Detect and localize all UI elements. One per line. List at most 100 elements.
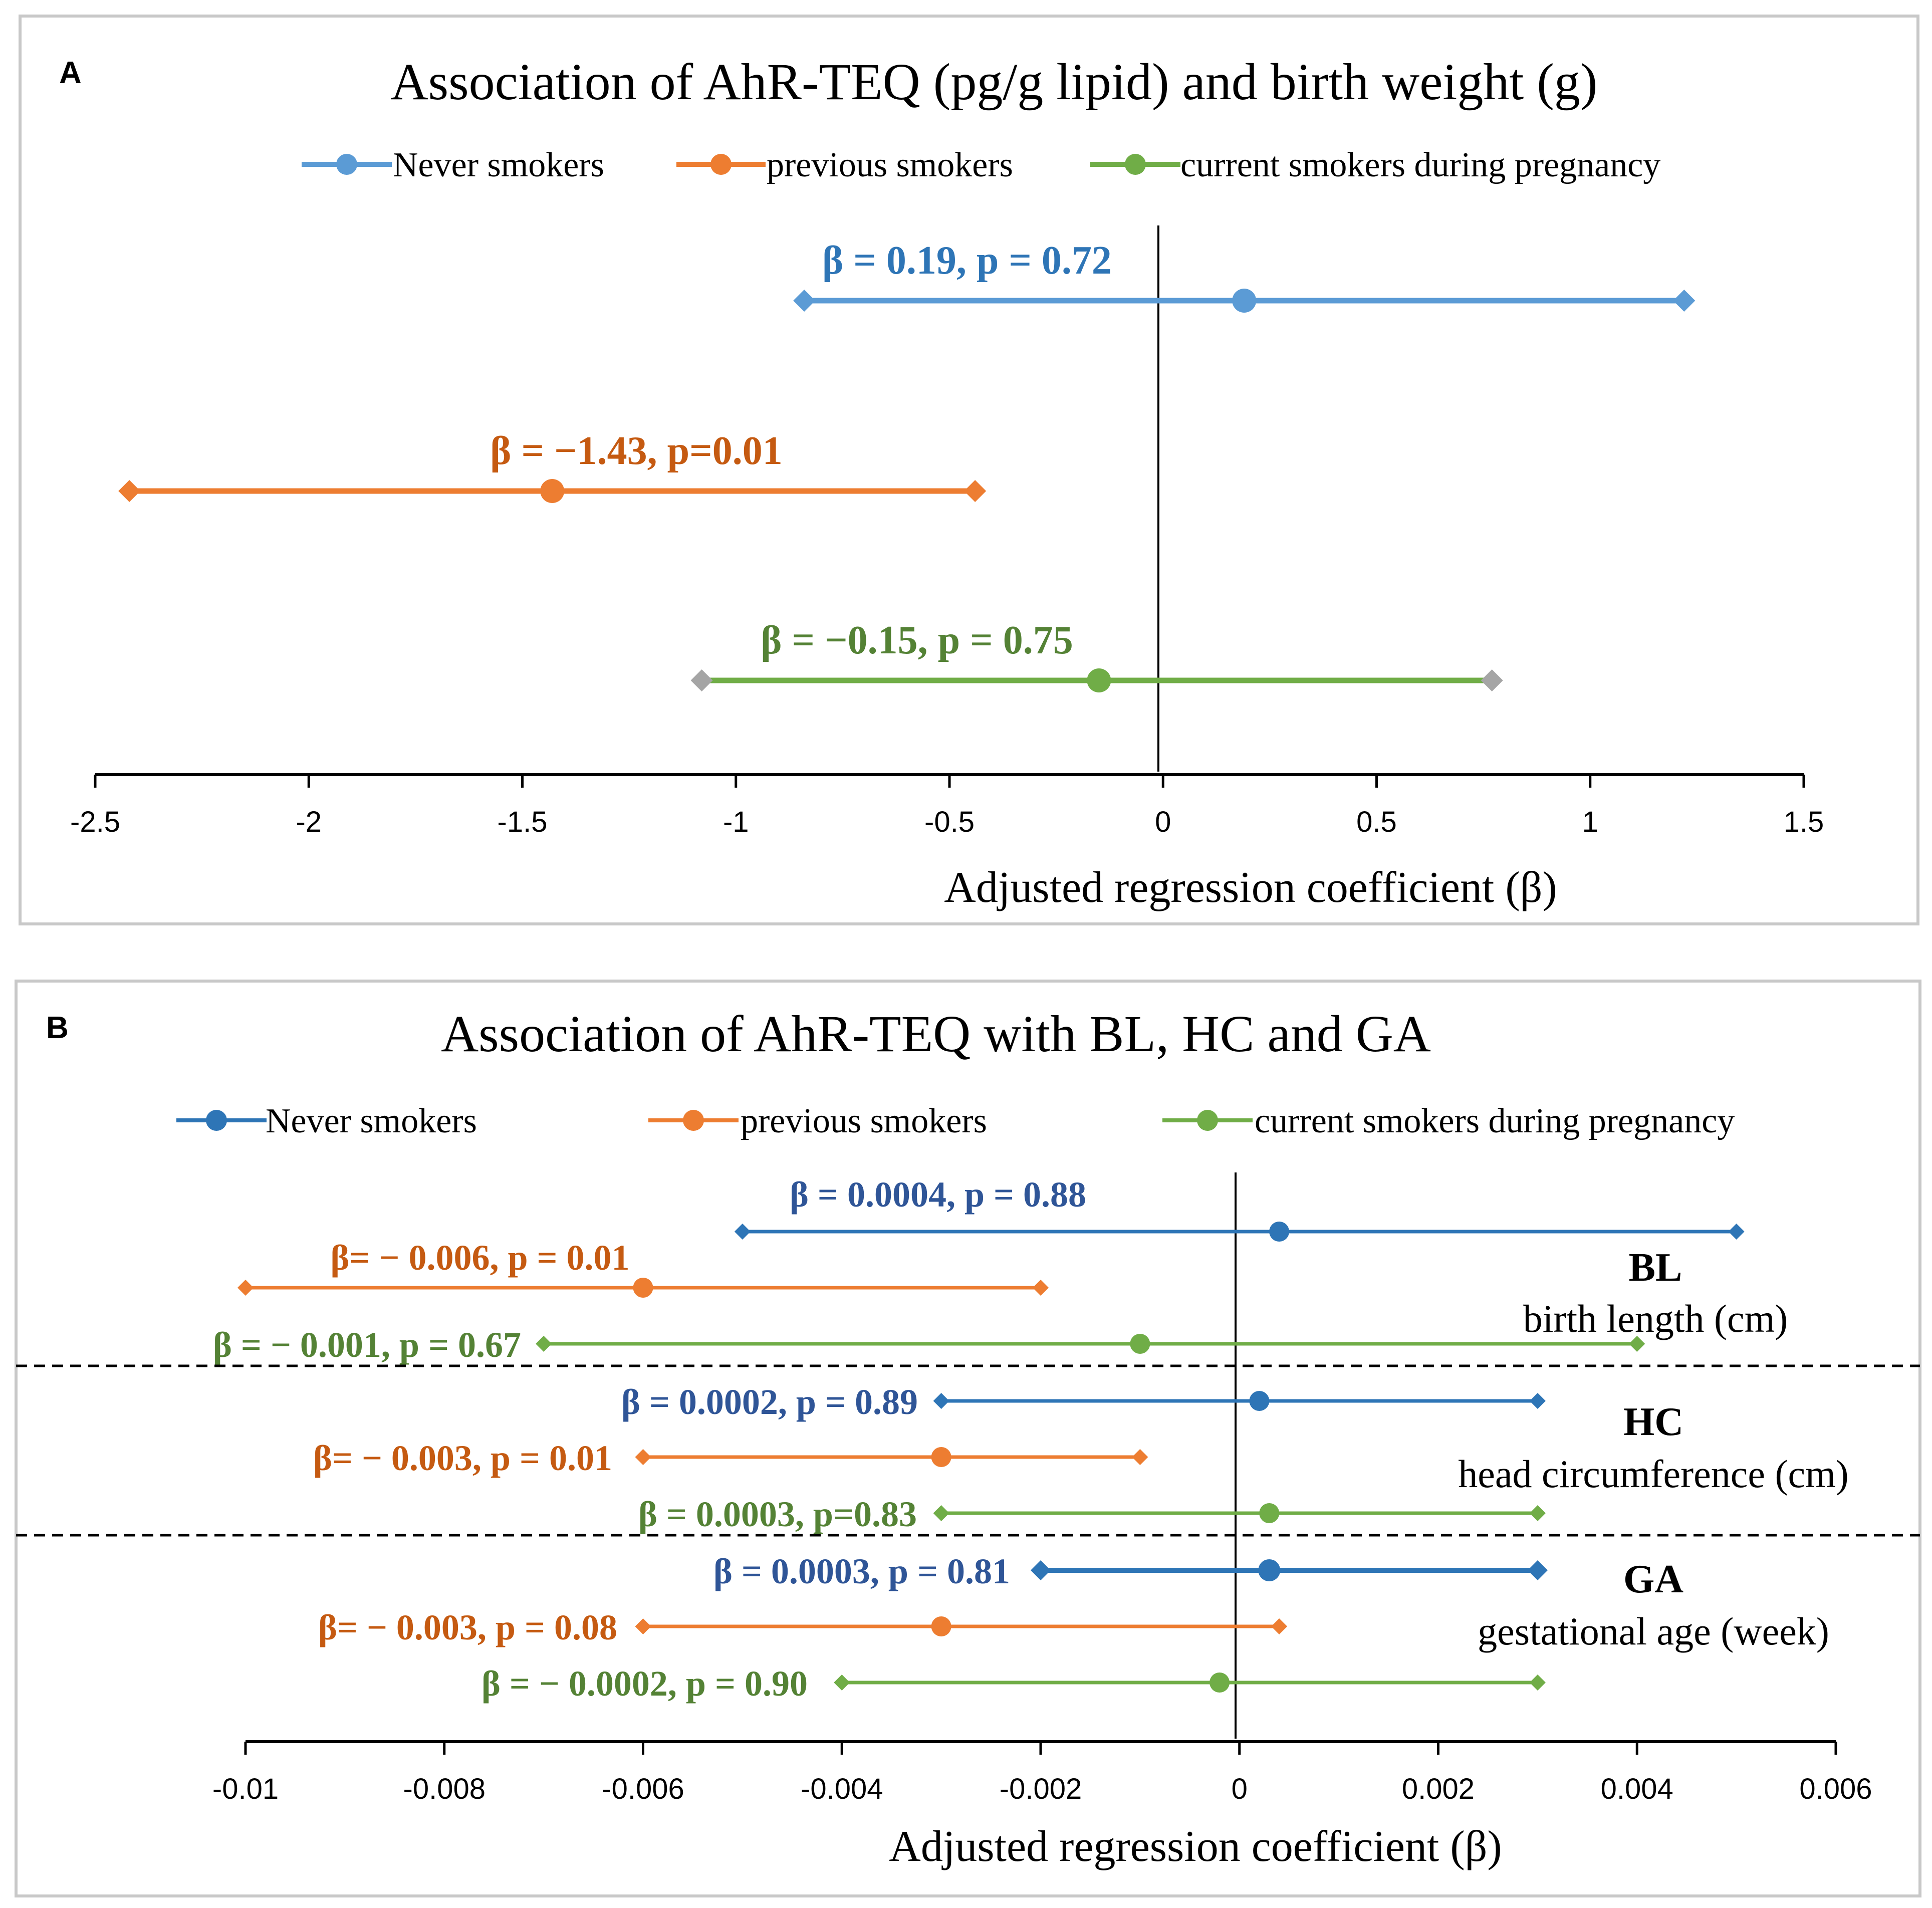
estimate-point (633, 1278, 653, 1298)
x-tick-label: 1.5 (1784, 806, 1824, 838)
forest-row-ga-0: β = 0.0003, p = 0.81 (713, 1551, 1548, 1591)
estimate-label: β = − 0.0002, p = 0.90 (481, 1663, 808, 1704)
x-tick-label: 0.006 (1799, 1773, 1872, 1805)
panel-b: B Association of AhR-TEQ with BL, HC and… (15, 980, 1921, 1897)
ci-lower-marker (237, 1280, 254, 1296)
ci-lower-marker (690, 669, 713, 691)
forest-row-hc-1: β= − 0.003, p = 0.01 (313, 1438, 1148, 1478)
ci-lower-marker (793, 290, 816, 312)
group-abbr-hc: HC (1623, 1400, 1683, 1444)
ci-lower-marker (933, 1505, 949, 1521)
panel-a-x-label: Adjusted regression coefficient (β) (944, 863, 1557, 912)
forest-row-bl-1: β= − 0.006, p = 0.01 (237, 1238, 1049, 1298)
panel-a-letter: A (59, 56, 82, 90)
forest-row-ga-2: β = − 0.0002, p = 0.90 (481, 1663, 1546, 1704)
ci-lower-marker (536, 1336, 552, 1352)
panel-a-ticks: -2.5 -2 -1.5 -1 -0.5 0 0.5 1 1.5 (70, 775, 1824, 838)
legend-marker-current (1125, 154, 1146, 175)
panel-b-letter: B (46, 1011, 69, 1045)
estimate-point (1249, 1391, 1270, 1411)
estimate-point (1258, 1559, 1281, 1581)
panel-b-frame (15, 980, 1921, 1897)
legend-label-current: current smokers during pregnancy (1255, 1102, 1735, 1140)
x-tick-label: -0.01 (212, 1773, 279, 1805)
estimate-label: β = 0.0004, p = 0.88 (790, 1174, 1086, 1215)
x-tick-label: -0.5 (924, 806, 975, 838)
panel-b-ticks: -0.01 -0.008 -0.006 -0.004 -0.002 0 0.002 0.004… (212, 1742, 1872, 1805)
estimate-point (931, 1447, 951, 1467)
ci-lower-marker (635, 1618, 651, 1634)
ci-lower-marker (118, 480, 141, 502)
estimate-label: β = 0.0002, p = 0.89 (621, 1382, 918, 1422)
ci-lower-marker (1031, 1560, 1051, 1580)
x-tick-label: -0.002 (1000, 1773, 1082, 1805)
group-labels: BL birth length (cm) HC head circumferen… (1458, 1246, 1848, 1653)
ci-upper-marker (1033, 1280, 1049, 1296)
x-tick-label: -0.004 (801, 1773, 883, 1805)
panel-b-title: Association of AhR-TEQ with BL, HC and G… (441, 1005, 1431, 1063)
x-tick-label: 0.004 (1601, 1773, 1673, 1805)
ci-upper-marker (1673, 290, 1696, 312)
x-tick-label: -1 (723, 806, 749, 838)
estimate-point (1087, 668, 1111, 692)
estimate-label: β= − 0.003, p = 0.01 (313, 1438, 612, 1478)
ci-lower-marker (734, 1224, 751, 1240)
panel-b-x-label: Adjusted regression coefficient (β) (889, 1822, 1502, 1871)
ci-lower-marker (635, 1449, 651, 1465)
estimate-point (540, 479, 565, 503)
panel-b-legend: Never smokers previous smokers current s… (176, 1102, 1735, 1140)
forest-row-hc-2: β = 0.0003, p=0.83 (638, 1494, 1546, 1534)
legend-label-never: Never smokers (266, 1102, 477, 1140)
ci-upper-marker (964, 480, 987, 502)
panel-b-rows: β = 0.0004, p = 0.88 β= − 0.006, p = 0.01… (213, 1174, 1745, 1704)
estimate-point (1259, 1503, 1280, 1523)
estimate-point (1130, 1334, 1150, 1354)
legend-label-previous: previous smokers (741, 1102, 987, 1140)
forest-row-bl-0: β = 0.0004, p = 0.88 (734, 1174, 1745, 1242)
estimate-label: β = − 0.001, p = 0.67 (213, 1325, 521, 1365)
ci-upper-marker (1529, 1393, 1546, 1409)
estimate-label: β = −1.43, p=0.01 (490, 429, 782, 473)
legend-marker-current (1197, 1110, 1218, 1131)
x-tick-label: -0.008 (403, 1773, 486, 1805)
x-tick-label: -0.006 (602, 1773, 684, 1805)
estimate-point (931, 1616, 951, 1636)
ci-upper-marker (1529, 1675, 1546, 1691)
x-tick-label: 0 (1232, 1773, 1248, 1805)
x-tick-label: -2.5 (70, 806, 120, 838)
forest-row-hc-0: β = 0.0002, p = 0.89 (621, 1382, 1546, 1422)
forest-row-1: β = −1.43, p=0.01 (118, 429, 987, 503)
legend-label-current: current smokers during pregnancy (1180, 146, 1660, 184)
x-tick-label: 0.5 (1356, 806, 1397, 838)
forest-row-2: β = −0.15, p = 0.75 (690, 618, 1503, 692)
estimate-point (1269, 1222, 1290, 1242)
ci-upper-marker (1728, 1224, 1745, 1240)
x-tick-label: -2 (296, 806, 322, 838)
x-tick-label: -1.5 (498, 806, 548, 838)
legend-marker-never (206, 1110, 227, 1131)
x-tick-label: 1 (1582, 806, 1598, 838)
legend-marker-previous (683, 1110, 704, 1131)
panel-a: A Association of AhR-TEQ (pg/g lipid) an… (19, 15, 1919, 925)
ci-upper-marker (1271, 1618, 1288, 1634)
estimate-label: β = 0.0003, p=0.83 (638, 1494, 917, 1534)
panel-a-frame (19, 15, 1919, 925)
ci-lower-marker (933, 1393, 949, 1409)
ci-upper-marker (1132, 1449, 1148, 1465)
x-tick-label: 0 (1155, 806, 1171, 838)
ci-upper-marker (1527, 1560, 1548, 1580)
ci-upper-marker (1629, 1336, 1645, 1352)
forest-row-ga-1: β= − 0.003, p = 0.08 (318, 1607, 1288, 1647)
ci-lower-marker (834, 1675, 850, 1691)
estimate-label: β = −0.15, p = 0.75 (761, 618, 1073, 662)
estimate-label: β= − 0.006, p = 0.01 (330, 1238, 629, 1278)
ci-upper-marker (1481, 669, 1503, 691)
ci-upper-marker (1529, 1505, 1546, 1521)
estimate-point (1210, 1673, 1230, 1693)
estimate-label: β = 0.0003, p = 0.81 (713, 1551, 1010, 1591)
group-desc-ga: gestational age (week) (1478, 1609, 1829, 1653)
group-desc-hc: head circumference (cm) (1458, 1452, 1848, 1496)
panel-a-rows: β = 0.19, p = 0.72 β = −1.43, p=0.01 β = −… (118, 238, 1696, 692)
estimate-point (1232, 289, 1257, 313)
